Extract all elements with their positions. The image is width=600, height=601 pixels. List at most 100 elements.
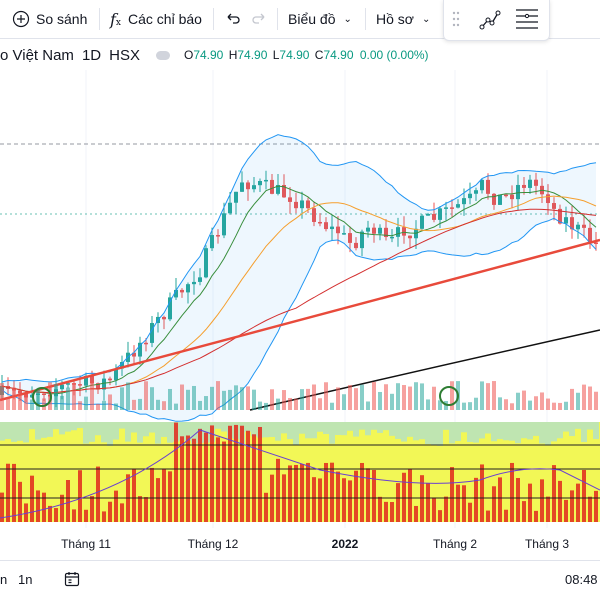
oscillator-green-bar [389, 422, 395, 436]
volume-bar [498, 397, 502, 410]
oscillator-red-bar [570, 490, 574, 522]
volume-bar [60, 395, 64, 410]
volume-bar [402, 385, 406, 410]
change-value: 0.00 (0.00%) [359, 48, 429, 62]
candle-body [282, 184, 286, 198]
oscillator-red-bar [330, 462, 334, 522]
candle-body [438, 208, 442, 220]
volume-bar [438, 400, 442, 410]
function-icon: fx [110, 9, 121, 29]
volume-bar [294, 398, 298, 410]
chevron-down-icon: ⌄ [421, 13, 431, 25]
chevron-down-icon: ⌄ [343, 13, 352, 25]
candle-body [252, 185, 256, 190]
oscillator-red-bar [198, 428, 202, 522]
oscillator-green-bar [191, 422, 197, 444]
oscillator-green-bar [335, 422, 341, 436]
profile-dropdown[interactable]: Hồ sơ ⌄ [376, 0, 430, 38]
candle-body [30, 394, 34, 398]
open-value: 74.90 [193, 48, 224, 62]
symbol-title[interactable]: o Việt Nam [0, 46, 74, 64]
price-chart[interactable] [0, 70, 600, 528]
drag-handle-icon[interactable] [452, 11, 460, 32]
oscillator-green-bar [449, 422, 455, 444]
redo-button[interactable] [250, 0, 268, 38]
compare-button[interactable]: So sánh [12, 0, 87, 38]
volume-bar [462, 402, 466, 410]
bottom-toolbar: n 1n 08:48 [0, 560, 600, 601]
candle-body [498, 194, 502, 205]
candle-body [354, 242, 358, 249]
candle-body [18, 390, 22, 394]
time-axis-label: 2022 [331, 537, 359, 551]
oscillator-green-bar [83, 422, 89, 444]
oscillator-red-bar [102, 511, 106, 522]
candle-body [294, 201, 298, 209]
oscillator-red-bar [558, 480, 562, 522]
volume-bar [114, 403, 118, 410]
volume-bar [228, 389, 232, 410]
oscillator-green-bar [269, 422, 275, 437]
redo-icon [252, 13, 265, 24]
ohlc-values: O74.90 H74.90 L74.90 C74.90 0.00 (0.00%) [183, 48, 429, 62]
volume-bar [186, 389, 190, 410]
oscillator-red-bar [378, 496, 382, 522]
undo-button[interactable] [224, 0, 242, 38]
oscillator-red-bar [12, 463, 16, 522]
oscillator-green-bar [71, 422, 77, 431]
volume-bar [342, 394, 346, 410]
oscillator-red-bar [174, 422, 178, 522]
fib-retracement-tool-icon[interactable] [510, 4, 544, 34]
volume-bar [486, 383, 490, 410]
chart-type-dropdown[interactable]: Biểu đồ ⌄ [288, 0, 352, 38]
date-range-button[interactable] [63, 561, 81, 597]
oscillator-red-bar [18, 481, 22, 522]
market-status-dot[interactable] [155, 50, 170, 60]
toolbar-divider [213, 8, 214, 30]
range-button[interactable]: n [0, 571, 8, 587]
volume-bar [384, 384, 388, 410]
oscillator-green-bar [11, 422, 17, 442]
oscillator-green-bar [575, 422, 581, 429]
oscillator-green-bar [35, 422, 41, 440]
oscillator-green-bar [317, 422, 323, 432]
oscillator-red-bar [354, 470, 358, 522]
volume-bar [360, 384, 364, 410]
candle-body [162, 316, 166, 320]
time-axis[interactable]: Tháng 11 Tháng 12 2022 Tháng 2 Tháng 3 [0, 528, 600, 558]
volume-bar [222, 390, 226, 410]
oscillator-red-bar [294, 464, 298, 522]
volume-bar [534, 396, 538, 410]
candle-body [198, 277, 202, 282]
volume-bar [72, 382, 76, 410]
time-axis-label: Tháng 2 [432, 537, 478, 551]
oscillator-green-bar [371, 422, 377, 430]
candle-body [330, 226, 334, 230]
oscillator-green-bar [89, 422, 95, 442]
oscillator-red-bar [582, 469, 586, 522]
trend-line-tool-icon[interactable] [478, 8, 502, 37]
volume-bar [390, 393, 394, 410]
candle-body [426, 213, 430, 216]
oscillator-green-bar [569, 422, 575, 437]
volume-bar [78, 401, 82, 410]
candle-body [510, 194, 514, 200]
ma-fast-line [1, 185, 597, 395]
volume-bar [450, 381, 454, 410]
oscillator-red-bar [108, 501, 112, 522]
volume-bar [168, 388, 172, 410]
volume-bar [126, 382, 130, 410]
oscillator-red-bar [48, 505, 52, 522]
volume-bar [558, 402, 562, 410]
volume-bar [480, 381, 484, 410]
range-1n-button[interactable]: 1n [18, 571, 33, 587]
oscillator-green-bar [305, 422, 311, 439]
candle-body [462, 198, 466, 205]
oscillator-red-bar [510, 462, 514, 522]
undo-icon [227, 13, 240, 24]
oscillator-red-bar [36, 490, 40, 522]
interval-label: 1D [81, 46, 102, 64]
clock-time[interactable]: 08:48 [565, 571, 598, 587]
oscillator-red-bar [384, 501, 388, 522]
indicators-button[interactable]: fx Các chỉ báo [110, 0, 202, 38]
